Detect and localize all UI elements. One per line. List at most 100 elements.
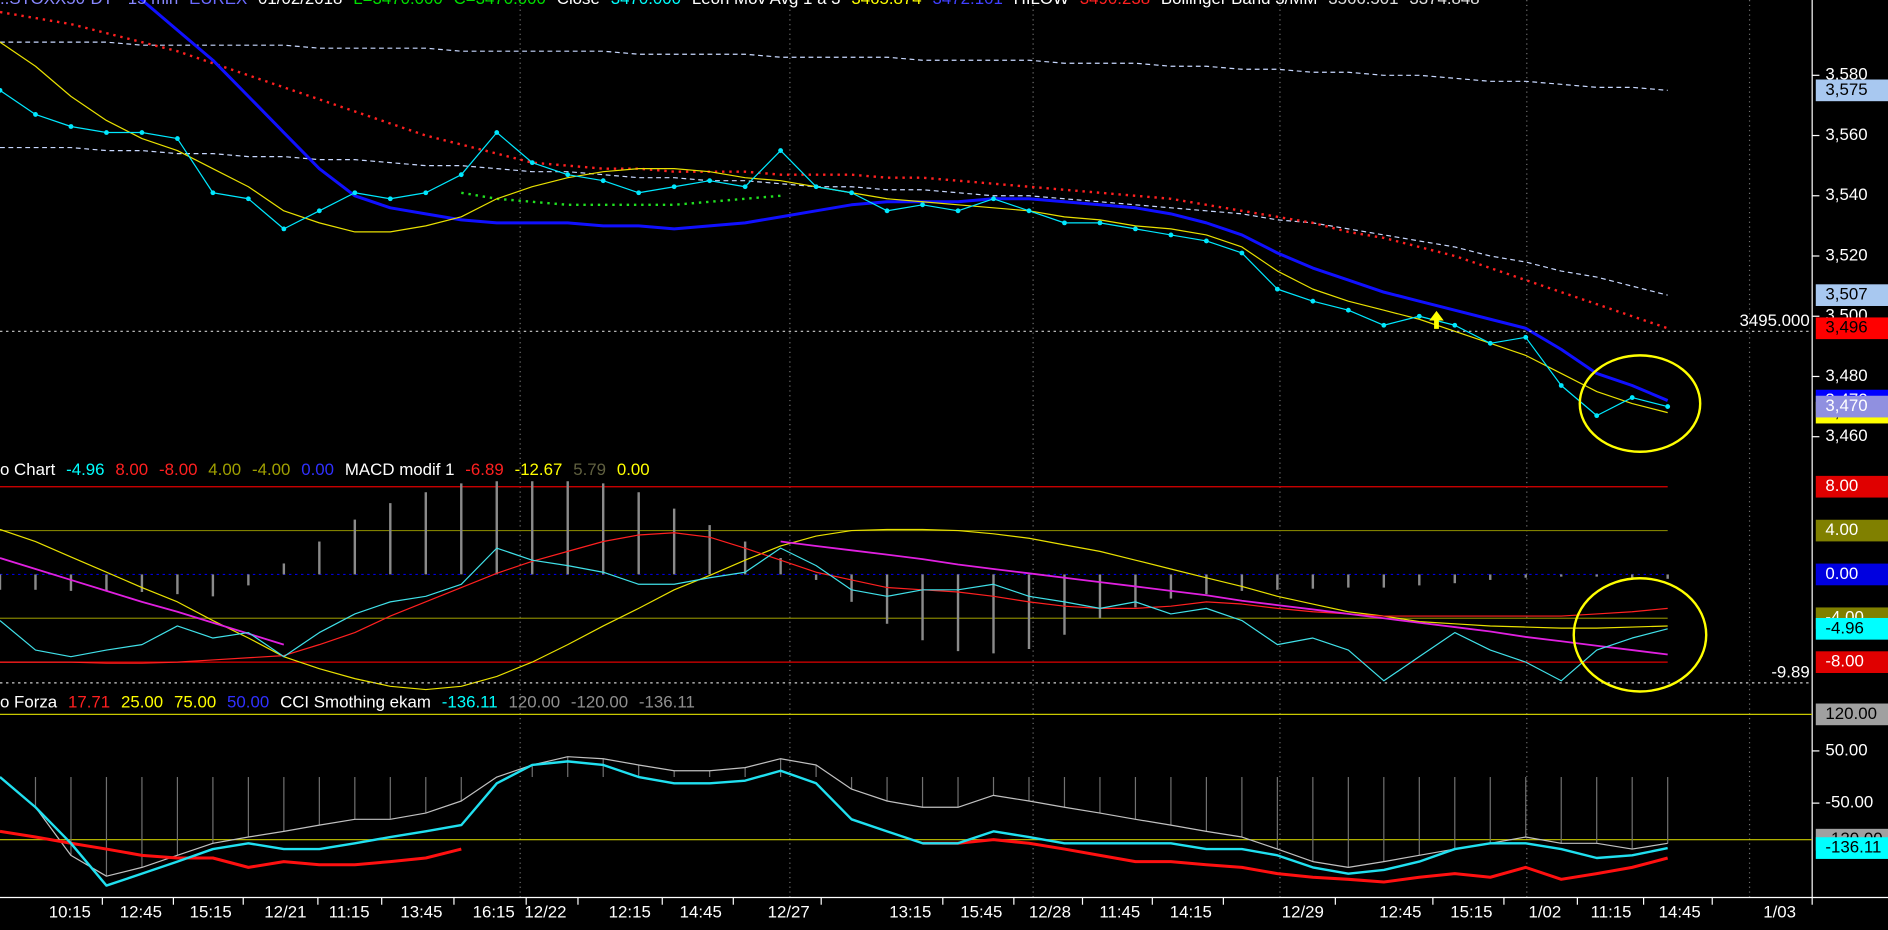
header-item: -4.00 — [252, 460, 290, 479]
series-line — [0, 10, 1669, 330]
header-item: -4.96 — [66, 460, 104, 479]
data-point — [387, 196, 393, 202]
header-item: MACD modif 1 — [345, 460, 455, 479]
header-item: HILOW — [1014, 0, 1069, 8]
header-item: 75.00 — [174, 693, 216, 712]
data-point — [1416, 313, 1422, 319]
highlight-ellipse — [1572, 577, 1708, 693]
y-tick-label: 3,540 — [1825, 185, 1867, 204]
value-tag-box — [1815, 563, 1888, 586]
header-item: 50.00 — [227, 693, 269, 712]
data-point — [1381, 322, 1387, 328]
x-tick-label: 14:45 — [1659, 903, 1701, 922]
data-point — [175, 136, 180, 141]
data-point — [600, 178, 606, 184]
data-point — [813, 184, 819, 190]
data-point — [1523, 334, 1529, 340]
data-point — [1239, 250, 1245, 256]
data-point — [281, 226, 287, 232]
level-tag: -8.00 — [1825, 652, 1863, 671]
data-point — [671, 184, 677, 190]
header-item: Leon Mov Avg 1 a 3 — [692, 0, 841, 8]
data-point — [1487, 340, 1493, 346]
data-point — [884, 208, 890, 214]
data-point — [1168, 232, 1174, 238]
header-item: -6.89 — [465, 460, 503, 479]
level-tag: 4.00 — [1825, 520, 1858, 539]
panel-header: ..STOXX50-DT - 15 min EUREX 01/02/2018 L=34… — [0, 0, 1480, 8]
x-tick-label: 13:45 — [400, 903, 442, 922]
last-value-tag: 3,507 — [1825, 285, 1867, 304]
header-item: 3490.238 — [1080, 0, 1150, 8]
last-value-tag: -136.11 — [1825, 838, 1881, 857]
header-item: 0.00 — [301, 460, 334, 479]
y-tick-label: 3,560 — [1825, 125, 1867, 144]
series-line — [138, 0, 1669, 402]
y-tick-label: 3,580 — [1825, 65, 1867, 84]
grid — [519, 0, 1751, 898]
x-tick-label: 15:45 — [960, 903, 1002, 922]
series-line — [0, 829, 1669, 884]
header-item: 17.71 — [68, 693, 110, 712]
value-tag-box — [1815, 703, 1888, 726]
x-tick-label: 11:15 — [1591, 903, 1632, 922]
x-tick-label: 12:45 — [120, 903, 162, 922]
x-tick-label: 12/29 — [1282, 903, 1324, 922]
y-tick-label: 3,480 — [1825, 366, 1867, 385]
highlight-ellipse — [1578, 354, 1702, 453]
header-item: 3566.501 — [1328, 0, 1398, 8]
x-tick-label: 10:15 — [49, 903, 91, 922]
data-point — [1203, 238, 1209, 244]
data-point — [1062, 220, 1067, 226]
data-point — [1452, 322, 1458, 328]
last-value-tag: 3,470 — [1825, 396, 1867, 415]
x-tick-label: 12:15 — [609, 903, 651, 922]
header-item: 3465.874 — [851, 0, 921, 8]
data-point — [565, 172, 571, 178]
panel-header: o Chart -4.96 8.00 -8.00 4.00 -4.00 0.00 MACD m… — [0, 460, 650, 479]
header-item: -120.00 — [571, 693, 628, 712]
x-tick-label: 14:45 — [680, 903, 722, 922]
header-item: -136.11 — [442, 693, 498, 712]
x-tick-label: 13:15 — [889, 903, 931, 922]
plot-area — [0, 0, 1671, 419]
header-item: ..STOXX50-DT - 15 min — [0, 0, 178, 8]
series-line — [0, 146, 1668, 296]
x-tick-label: 16:15 — [473, 903, 515, 922]
series-line — [0, 547, 1668, 682]
value-tag-box — [1815, 617, 1888, 640]
data-point — [1026, 208, 1032, 214]
series-line — [0, 760, 1668, 887]
x-tick-label: 12/21 — [264, 903, 306, 922]
data-point — [920, 202, 925, 208]
series-line — [0, 528, 1668, 691]
header-item: 3470.000 — [611, 0, 681, 8]
value-tag-box — [1815, 519, 1888, 542]
header-item: -136.11 — [639, 693, 695, 712]
x-tick-label: 11:15 — [329, 903, 370, 922]
header-item: Bollinger Band 3/MM — [1161, 0, 1317, 8]
series-line — [0, 756, 1668, 877]
header-item: -12.67 — [515, 460, 563, 479]
data-point — [742, 184, 748, 190]
header-item: Close — [557, 0, 600, 8]
header-item: o Chart — [0, 460, 56, 479]
plot-area — [0, 713, 1813, 887]
header-item: 4.00 — [208, 460, 241, 479]
x-tick-label: 1/02 — [1528, 903, 1561, 922]
data-point — [1558, 383, 1564, 388]
data-point — [33, 112, 38, 117]
value-tag-box — [1815, 284, 1888, 306]
header-item: 5.79 — [573, 460, 606, 479]
data-point — [104, 130, 109, 135]
data-point — [1133, 226, 1138, 232]
level-tag: 0.00 — [1825, 564, 1858, 583]
data-point — [68, 124, 74, 129]
y-tick-label: -50.00 — [1825, 793, 1873, 812]
x-tick-label: 12/22 — [524, 903, 566, 922]
value-tag-box — [1815, 837, 1888, 859]
header-item: -8.00 — [159, 460, 197, 479]
value-tag-box — [1815, 475, 1888, 498]
